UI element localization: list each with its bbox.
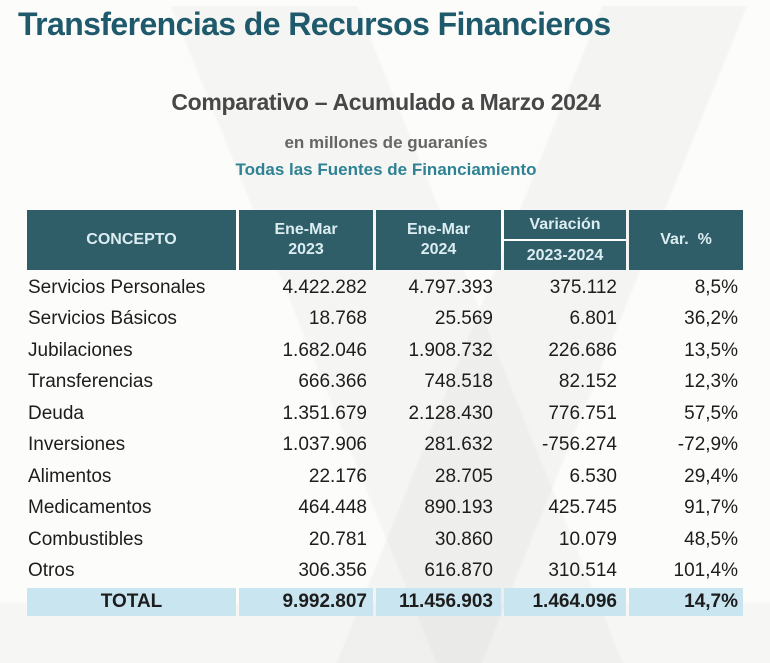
funding-scope-note: Todas las Fuentes de Financiamiento <box>235 160 537 179</box>
var-pct-cell: 8,5% <box>694 276 738 298</box>
concept-cell: Inversiones <box>28 434 126 456</box>
var-pct-cell: 101,4% <box>673 560 738 582</box>
table-row: Transferencias 666.366 748.518 82.152 12… <box>27 367 743 399</box>
concept-cell: Alimentos <box>28 465 112 487</box>
variacion-cell: 82.152 <box>558 371 617 393</box>
value-2023-cell: 4.422.282 <box>282 276 367 298</box>
table-header-row: CONCEPTO Ene-Mar 2023 Ene-Mar 2024 Varia… <box>27 210 743 270</box>
value-2024-cell: 30.860 <box>434 528 493 550</box>
concept-cell: Otros <box>28 560 75 582</box>
value-2024-cell: 748.518 <box>424 371 493 393</box>
table-row: Combustibles 20.781 30.860 10.079 48,5% <box>27 524 743 556</box>
variacion-cell: -756.274 <box>541 434 617 456</box>
value-2023-cell: 1.037.906 <box>282 434 367 456</box>
value-2024-cell: 281.632 <box>424 434 493 456</box>
table-row: Deuda 1.351.679 2.128.430 776.751 57,5% <box>27 398 743 430</box>
var-pct-cell: 48,5% <box>684 528 738 550</box>
value-2023-cell: 1.682.046 <box>282 339 367 361</box>
value-2023-cell: 20.781 <box>308 528 367 550</box>
value-2024-cell: 25.569 <box>434 308 493 330</box>
table-row: Otros 306.356 616.870 310.514 101,4% <box>27 556 743 588</box>
total-var-pct-cell: 14,7% <box>629 588 743 616</box>
concept-cell: Combustibles <box>28 528 144 550</box>
table-row: Medicamentos 464.448 890.193 425.745 91,… <box>27 493 743 525</box>
var-pct-cell: 91,7% <box>684 497 738 519</box>
variacion-cell: 425.745 <box>548 497 617 519</box>
total-2023-cell: 9.992.807 <box>239 588 373 616</box>
total-variacion-cell: 1.464.096 <box>504 588 626 616</box>
table-row: Jubilaciones 1.682.046 1.908.732 226.686… <box>27 335 743 367</box>
var-pct-cell: -72,9% <box>677 434 738 456</box>
variacion-cell: 375.112 <box>549 276 617 298</box>
units-note: en millones de guaraníes <box>284 133 488 152</box>
variacion-cell: 310.514 <box>548 560 617 582</box>
total-row: TOTAL 9.992.807 11.456.903 1.464.096 14,… <box>27 588 743 616</box>
slide-subtitle: Comparativo – Acumulado a Marzo 2024 <box>171 89 601 115</box>
var-pct-cell: 29,4% <box>684 465 738 487</box>
header-cell-variacion: Variación 2023-2024 <box>504 210 626 270</box>
concept-cell: Servicios Básicos <box>28 308 177 330</box>
total-label: TOTAL <box>27 588 236 616</box>
var-pct-cell: 12,3% <box>684 371 738 393</box>
value-2024-cell: 616.870 <box>424 560 493 582</box>
value-2023-cell: 666.366 <box>298 371 367 393</box>
value-2023-cell: 22.176 <box>308 465 367 487</box>
header-cell-ene-mar-2023: Ene-Mar 2023 <box>239 210 373 270</box>
concept-cell: Jubilaciones <box>28 339 133 361</box>
header-cell-var-pct: Var. % <box>629 210 743 270</box>
table-row: Inversiones 1.037.906 281.632 -756.274 -… <box>27 430 743 462</box>
var-pct-cell: 13,5% <box>684 339 738 361</box>
var-pct-cell: 36,2% <box>684 308 738 330</box>
variacion-cell: 226.686 <box>548 339 617 361</box>
value-2024-cell: 4.797.393 <box>408 276 493 298</box>
variacion-cell: 776.751 <box>548 402 617 424</box>
value-2024-cell: 28.705 <box>434 465 493 487</box>
value-2024-cell: 890.193 <box>424 497 493 519</box>
variacion-sublabel: 2023-2024 <box>526 246 604 264</box>
variacion-cell: 6.801 <box>569 308 617 330</box>
table-row: Alimentos 22.176 28.705 6.530 29,4% <box>27 461 743 493</box>
value-2024-cell: 2.128.430 <box>408 402 493 424</box>
value-2023-cell: 306.356 <box>298 560 367 582</box>
variacion-label: Variación <box>504 210 626 241</box>
header-cell-concepto: CONCEPTO <box>27 210 236 270</box>
page-title: Transferencias de Recursos Financieros <box>18 6 611 42</box>
variacion-cell: 10.079 <box>558 528 617 550</box>
value-2023-cell: 1.351.679 <box>282 402 367 424</box>
variacion-cell: 6.530 <box>569 465 617 487</box>
value-2023-cell: 464.448 <box>298 497 367 519</box>
value-2023-cell: 18.768 <box>308 308 367 330</box>
table-row: Servicios Personales 4.422.282 4.797.393… <box>27 272 743 304</box>
concept-cell: Medicamentos <box>28 497 152 519</box>
table-row: Servicios Básicos 18.768 25.569 6.801 36… <box>27 304 743 336</box>
concept-cell: Transferencias <box>28 371 153 393</box>
financial-table: CONCEPTO Ene-Mar 2023 Ene-Mar 2024 Varia… <box>27 210 743 616</box>
concept-cell: Servicios Personales <box>28 276 206 298</box>
value-2024-cell: 1.908.732 <box>408 339 493 361</box>
var-pct-cell: 57,5% <box>684 402 738 424</box>
total-2024-cell: 11.456.903 <box>376 588 501 616</box>
concept-cell: Deuda <box>28 402 84 424</box>
header-cell-ene-mar-2024: Ene-Mar 2024 <box>376 210 501 270</box>
